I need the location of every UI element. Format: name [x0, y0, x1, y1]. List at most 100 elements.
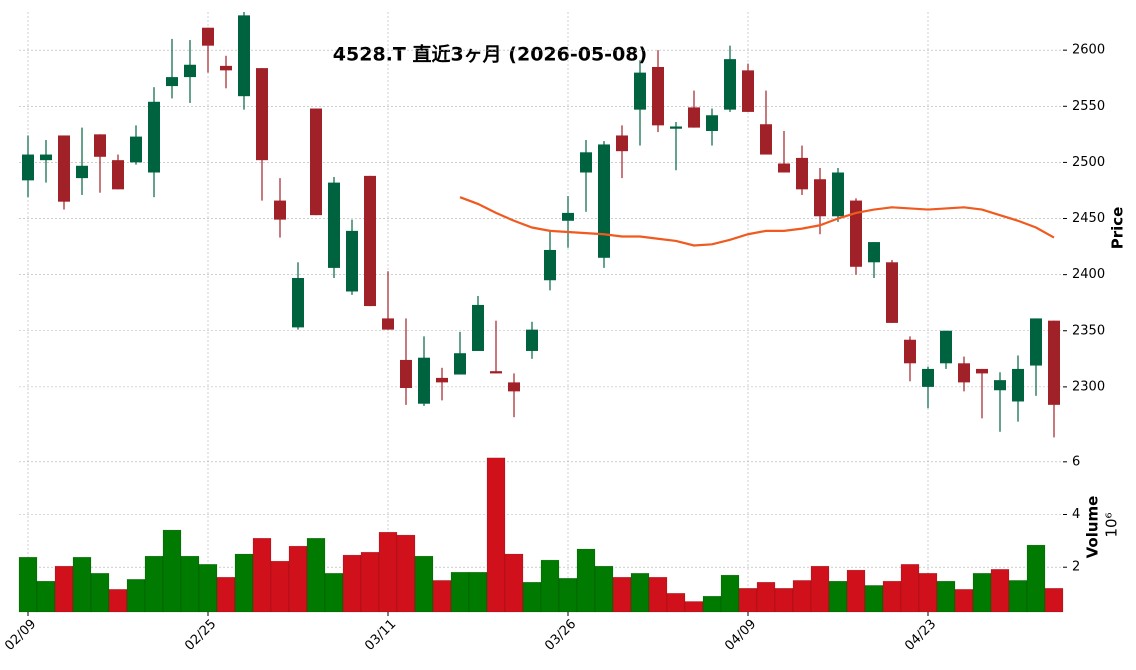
volume-bar [810, 565, 830, 613]
candle-body [670, 126, 682, 129]
candle-body [778, 163, 790, 173]
candle-body [454, 353, 466, 375]
volume-bar [738, 588, 758, 613]
x-tick-label: 03/26 [542, 617, 579, 654]
volume-bar [594, 565, 614, 613]
volume-bar [918, 573, 938, 613]
volume-bar [54, 565, 74, 613]
candle-body [148, 101, 160, 173]
x-tick-label: 04/23 [902, 617, 939, 654]
candle-body [544, 249, 556, 281]
candle-body [850, 200, 862, 267]
candle-body [508, 382, 520, 392]
candle-body [94, 134, 106, 157]
chart-title: 4528.T 直近3ヶ月 (2026-05-08) [333, 43, 647, 66]
candle-body [202, 27, 214, 46]
volume-bar [990, 569, 1010, 613]
volume-bar [648, 576, 668, 613]
volume-bar [864, 585, 884, 613]
candle-body [634, 72, 646, 110]
candle-body [220, 65, 232, 71]
volume-bar [396, 534, 416, 613]
candle-body [688, 107, 700, 128]
candle-body [832, 172, 844, 217]
candle-body [490, 371, 502, 374]
candle-body [904, 339, 916, 364]
volume-tick-label: 2 [1072, 560, 1080, 575]
candle-body [796, 157, 808, 190]
volume-bar [72, 556, 92, 613]
candle-body [112, 160, 124, 190]
volume-bar [846, 569, 866, 613]
candle-body [742, 70, 754, 112]
candle-body [130, 136, 142, 163]
candle-body [310, 108, 322, 216]
volume-bar [162, 529, 182, 613]
candle-body [1030, 318, 1042, 366]
candle-body [580, 152, 592, 173]
x-tick-label: 03/11 [362, 617, 399, 654]
candle-body [814, 179, 826, 217]
volume-bar [828, 580, 848, 613]
candle-body [274, 200, 286, 220]
volume-bar [882, 580, 902, 613]
candle-body [256, 68, 268, 161]
candle-body [976, 368, 988, 374]
volume-bar [90, 573, 110, 613]
volume-bar [612, 576, 632, 613]
candle-body [364, 175, 376, 307]
y-tick-label: 2500 [1072, 155, 1105, 170]
candle-body [40, 154, 52, 161]
candle-body [706, 115, 718, 131]
volume-bar [108, 589, 128, 613]
candle-body [436, 377, 448, 383]
candle-body [472, 304, 484, 351]
x-tick-label: 02/09 [2, 617, 39, 654]
x-tick-label: 04/09 [722, 617, 759, 654]
price-axis-label: Price [1109, 207, 1127, 250]
volume-bar [1008, 580, 1028, 613]
volume-bar [972, 573, 992, 613]
x-tick-label: 02/25 [182, 617, 219, 654]
candle-body [526, 329, 538, 351]
candle-body [760, 124, 772, 155]
candle-body [994, 380, 1006, 391]
volume-bar [234, 553, 254, 613]
candle-body [1048, 320, 1060, 405]
volume-bar [180, 555, 200, 613]
volume-bar [468, 571, 488, 613]
volume-bar [936, 580, 956, 613]
y-tick-label: 2450 [1072, 211, 1105, 226]
candle-body [418, 357, 430, 404]
volume-bar [954, 589, 974, 613]
volume-bar [306, 537, 326, 613]
volume-bar [486, 457, 506, 613]
volume-bar [36, 580, 56, 613]
y-tick-label: 2300 [1072, 379, 1105, 394]
volume-bar [1044, 588, 1064, 613]
volume-bar [342, 554, 362, 613]
volume-bar [414, 555, 434, 613]
candle-body [400, 359, 412, 389]
candle-body [22, 154, 34, 181]
volume-bar [666, 593, 686, 613]
candle-body [238, 15, 250, 97]
candle-body [58, 135, 70, 202]
volume-bar [504, 553, 524, 613]
candle-body [922, 368, 934, 387]
volume-bar [378, 531, 398, 613]
candle-body [346, 230, 358, 292]
candle-body [598, 144, 610, 258]
volume-bar [360, 551, 380, 613]
y-tick-label: 2550 [1072, 99, 1105, 114]
volume-bar [432, 580, 452, 613]
volume-bar [558, 578, 578, 613]
volume-bar [198, 564, 218, 613]
candle-body [940, 330, 952, 364]
volume-bar [900, 564, 920, 613]
candle-body [886, 262, 898, 323]
volume-bar [522, 581, 542, 613]
y-tick-label: 2350 [1072, 323, 1105, 338]
moving-average-line [459, 196, 1055, 247]
candle-body [562, 212, 574, 221]
